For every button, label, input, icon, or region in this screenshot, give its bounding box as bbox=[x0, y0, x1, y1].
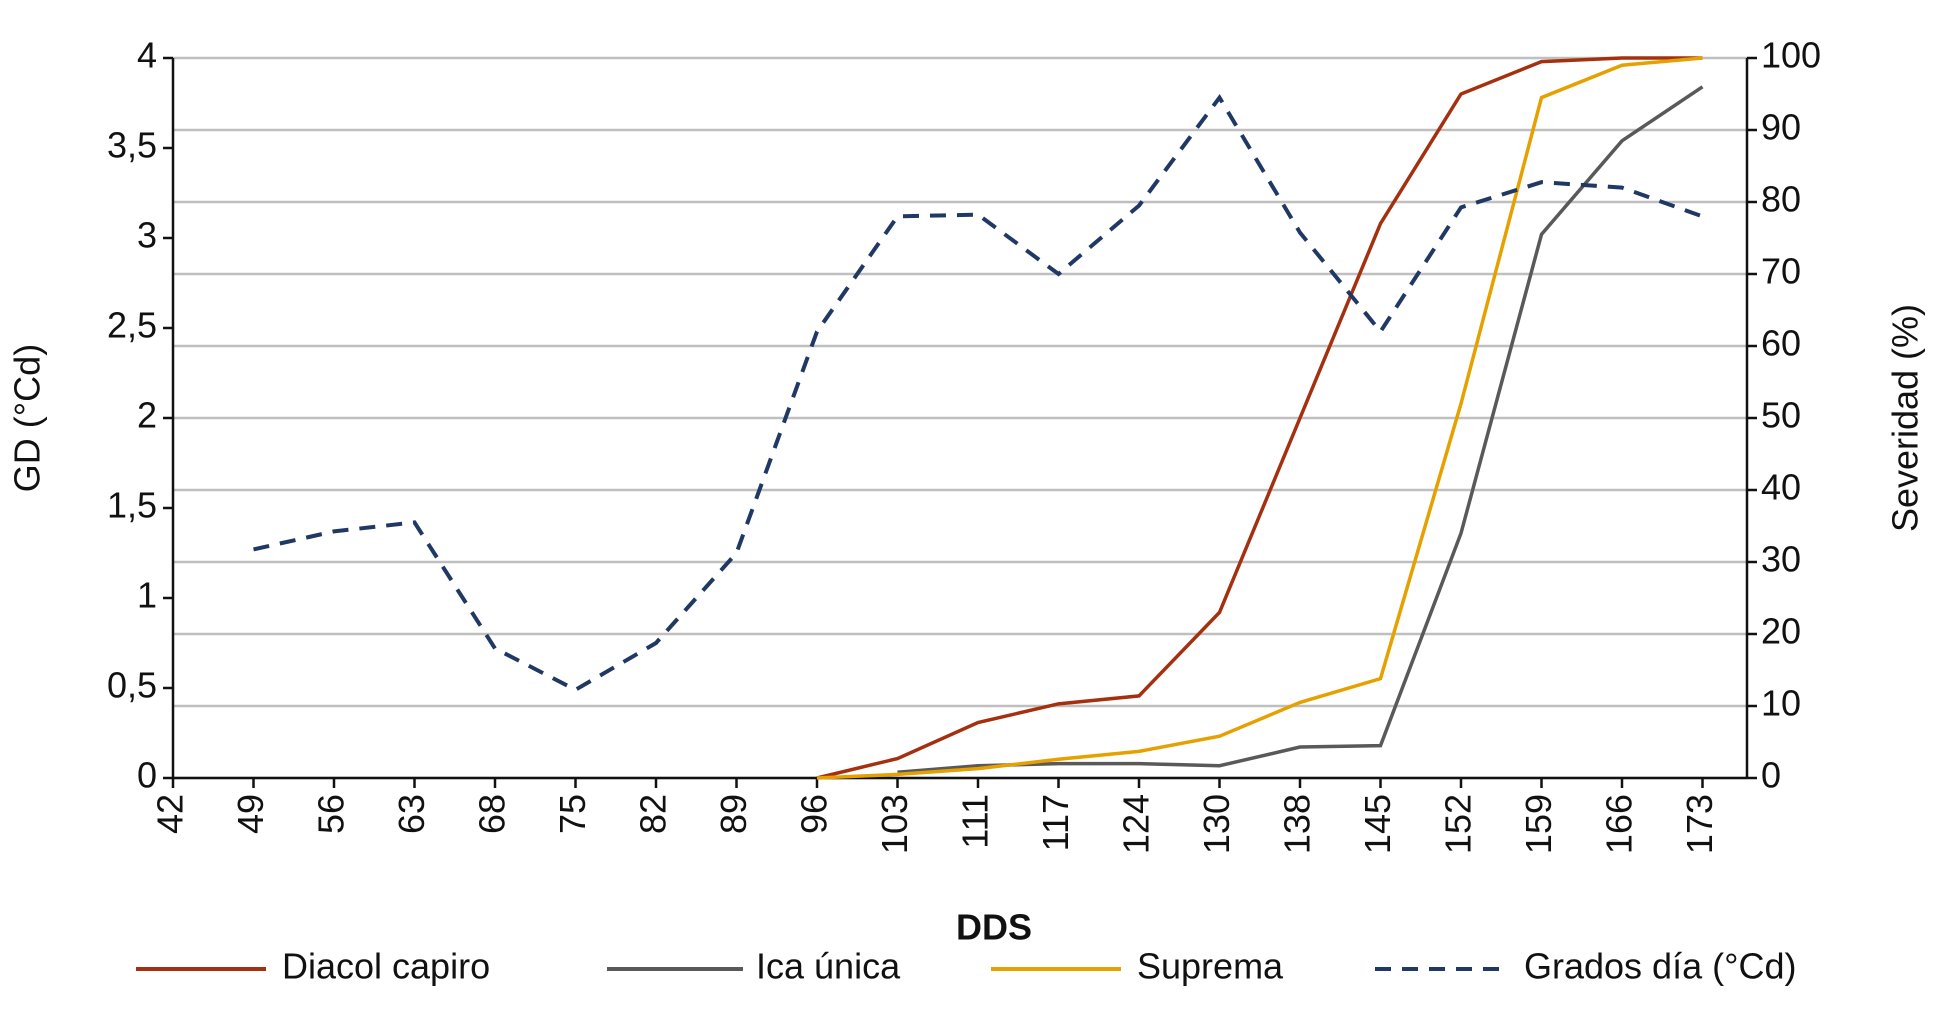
y-tick-label: 1,5 bbox=[107, 485, 157, 526]
x-tick-label: 138 bbox=[1277, 794, 1318, 854]
y-tick-label: 2,5 bbox=[107, 305, 157, 346]
x-tick-label: 159 bbox=[1518, 794, 1559, 854]
y-tick-label: 4 bbox=[137, 35, 157, 76]
y2-tick-label: 40 bbox=[1761, 467, 1801, 508]
y2-tick-label: 10 bbox=[1761, 683, 1801, 724]
x-tick-label: 166 bbox=[1599, 794, 1640, 854]
series-line bbox=[816, 56, 1703, 780]
series-line bbox=[816, 56, 1703, 780]
legend-label: Ica única bbox=[756, 946, 901, 987]
series-line bbox=[897, 85, 1704, 774]
x-tick-label: 56 bbox=[311, 794, 352, 834]
y2-tick-label: 90 bbox=[1761, 107, 1801, 148]
y2-tick-label: 30 bbox=[1761, 539, 1801, 580]
y2-tick-label: 70 bbox=[1761, 251, 1801, 292]
x-tick-label: 117 bbox=[1035, 794, 1076, 851]
x-tick-label: 152 bbox=[1438, 794, 1479, 854]
x-tick-label: 89 bbox=[713, 794, 754, 834]
legend-label: Diacol capiro bbox=[282, 946, 490, 987]
x-tick-label: 145 bbox=[1357, 794, 1398, 854]
x-tick-label: 130 bbox=[1196, 794, 1237, 854]
y-tick-label: 3,5 bbox=[107, 125, 157, 166]
x-tick-label: 173 bbox=[1679, 794, 1720, 854]
y-tick-label: 0 bbox=[137, 755, 157, 796]
x-tick-label: 82 bbox=[633, 794, 674, 834]
x-tick-label: 49 bbox=[230, 794, 271, 834]
x-tick-label: 63 bbox=[391, 794, 432, 834]
x-tick-label: 75 bbox=[552, 794, 593, 834]
x-tick-label: 42 bbox=[150, 794, 191, 834]
legend-label: Grados día (°Cd) bbox=[1524, 946, 1797, 987]
y2-tick-label: 20 bbox=[1761, 611, 1801, 652]
x-tick-label: 103 bbox=[874, 794, 915, 854]
y-tick-label: 3 bbox=[137, 215, 157, 256]
x-tick-label: 124 bbox=[1116, 794, 1157, 854]
y-tick-label: 0,5 bbox=[107, 665, 157, 706]
y2-tick-label: 60 bbox=[1761, 323, 1801, 364]
y2-tick-label: 80 bbox=[1761, 179, 1801, 220]
y-axis-title: GD (°Cd) bbox=[7, 344, 48, 492]
x-tick-label: 96 bbox=[794, 794, 835, 834]
x-axis-title: DDS bbox=[956, 907, 1032, 948]
legend-label: Suprema bbox=[1137, 946, 1284, 987]
y2-axis-title: Severidad (%) bbox=[1885, 304, 1926, 532]
y2-tick-label: 100 bbox=[1761, 35, 1821, 76]
series-line bbox=[253, 94, 1704, 693]
x-tick-label: 111 bbox=[955, 794, 996, 849]
y-tick-label: 2 bbox=[137, 395, 157, 436]
y2-tick-label: 50 bbox=[1761, 395, 1801, 436]
x-tick-label: 68 bbox=[472, 794, 513, 834]
y-tick-label: 1 bbox=[137, 575, 157, 616]
y2-tick-label: 0 bbox=[1761, 755, 1781, 796]
